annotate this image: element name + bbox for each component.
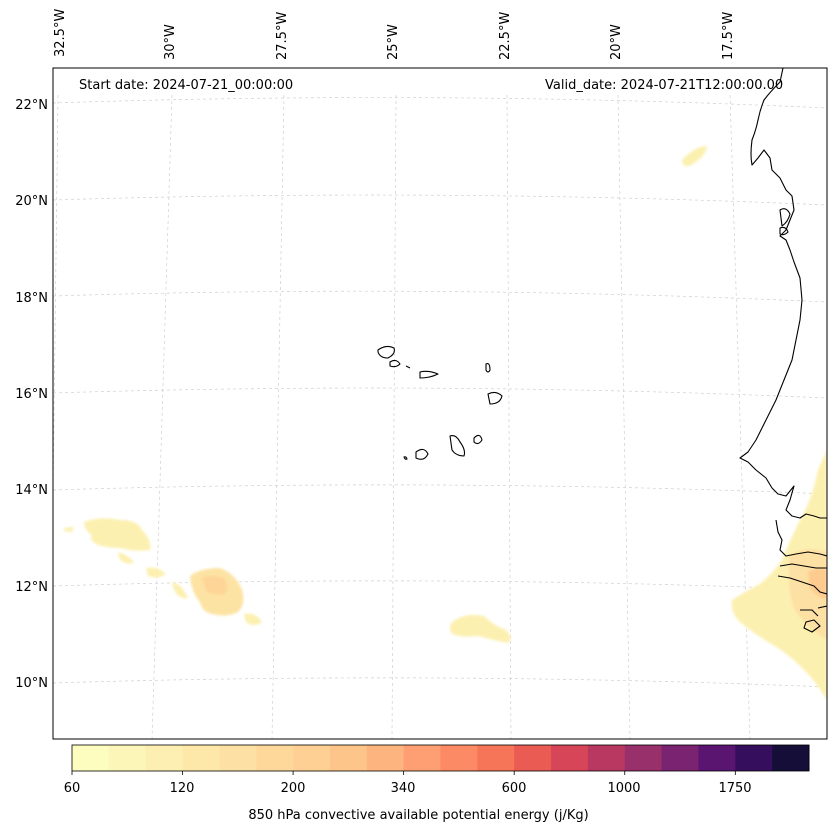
coastlines [377,68,827,633]
cape-patch-east [731,450,827,700]
parallel-18n [53,290,827,303]
colorbar-label: 850 hPa convective available potential e… [248,808,589,823]
island-santiago [449,435,466,457]
colorbar-swatch [219,745,257,771]
colorbar-swatch [72,745,110,771]
colorbar-swatch [735,745,773,771]
cape-patch-w1 [64,527,74,532]
colorbar-swatch [551,745,589,771]
island-boa-vista [487,391,503,405]
cape-patch-w6-core [202,576,227,595]
colorbar-tick-340: 340 [390,781,416,796]
island-sal [485,363,491,373]
lon-label-30w: 30°W [163,24,178,60]
island-sao-nicolau [419,370,439,379]
colorbar-swatch [698,745,736,771]
colorbar-swatch [182,745,220,771]
colorbar-swatch [145,745,184,771]
colorbar-swatch [366,745,405,771]
colorbar-swatch [514,745,552,771]
guinea-bissau-islands [800,605,827,633]
colorbar [71,744,810,775]
cape-patch-w4 [146,567,166,578]
cape-patch-w5 [172,582,188,599]
colorbar-swatch [293,745,331,771]
lon-label-17-5w: 17.5°W [721,11,736,60]
lon-label-25w: 25°W [386,24,401,60]
lat-label-14n: 14°N [15,483,48,498]
colorbar-swatch [477,745,515,771]
cape-patch-north [682,146,707,167]
lon-label-20w: 20°W [609,24,624,60]
parallel-16n [53,387,827,399]
colorbar-swatch [108,745,147,771]
colorbar-swatch [403,745,441,771]
map-frame [52,67,828,740]
lat-label-16n: 16°N [15,387,48,402]
parallel-14n [53,484,827,495]
parallel-10n [53,677,827,688]
colorbar-tick-1750: 1750 [718,781,752,796]
colorbar-swatch [256,745,294,771]
cape-patch-w7 [244,613,262,625]
colorbar-tick-120: 120 [169,781,195,796]
map-background [53,68,827,739]
parallel-20n [53,194,827,206]
colorbar-swatch [772,745,810,771]
africa-coastline [739,68,827,519]
colorbar-tick-60: 60 [63,781,81,796]
parallel-22n [53,97,827,109]
lat-label-10n: 10°N [15,676,48,691]
senegambia-coast [775,519,827,595]
colorbar-tick-200: 200 [280,781,306,796]
lat-label-18n: 18°N [15,291,48,306]
colorbar-swatch [587,745,626,771]
lon-label-32-5w: 32.5°W [53,8,68,57]
lon-label-27-5w: 27.5°W [275,11,290,60]
gridlines [53,94,827,739]
cape-patch-w3 [118,552,134,564]
colorbar-tick-1000: 1000 [607,781,641,796]
colorbar-swatch [661,745,699,771]
parallel-12n [53,580,827,591]
colorbar-tick-marks [71,771,736,775]
island-fogo [415,448,429,460]
valid-date-annotation: Valid_date: 2024-07-21T12:00:00.00 [545,78,784,93]
colorbar-frame [71,744,810,772]
cape-field [64,146,827,700]
colorbar-swatch [329,745,368,771]
island-santa-luzia [405,365,411,369]
colorbar-swatch [440,745,478,771]
colorbar-swatches [72,745,810,771]
start-date-annotation: Start date: 2024-07-21_00:00:00 [79,78,294,93]
island-santo-antao [377,345,395,359]
colorbar-swatch [624,745,663,771]
island-brava [403,456,408,460]
island-sao-vicente [389,359,401,368]
cape-patch-w2 [84,518,151,551]
lat-label-12n: 12°N [15,580,48,595]
lat-label-22n: 22°N [15,98,48,113]
cape-patch-south [450,614,511,643]
colorbar-tick-600: 600 [501,781,527,796]
island-maio [473,434,483,445]
banc-d-arguin [779,208,791,236]
lon-label-22-5w: 22.5°W [498,11,513,60]
lat-label-20n: 20°N [15,194,48,209]
